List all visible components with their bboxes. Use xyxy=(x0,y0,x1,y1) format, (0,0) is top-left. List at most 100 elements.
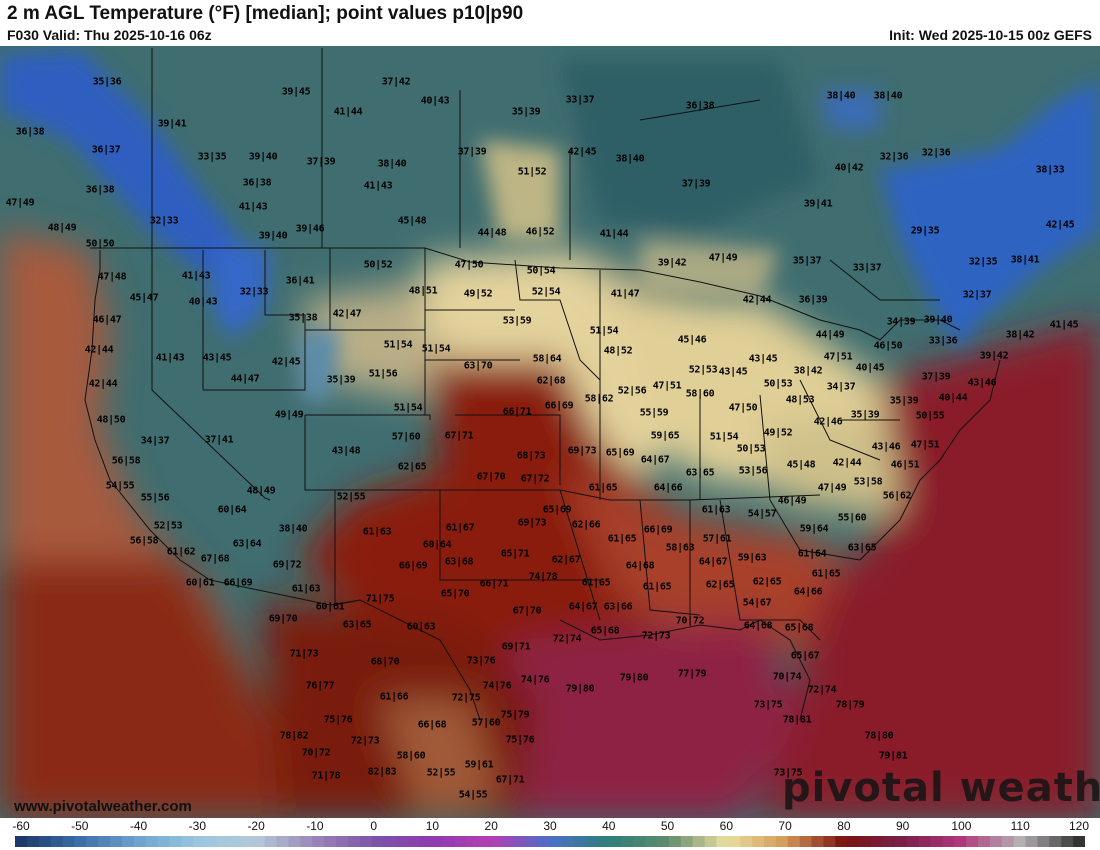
point-value: 61|65 xyxy=(588,482,618,494)
point-value: 55|56 xyxy=(140,492,170,504)
point-value: 46|47 xyxy=(92,314,122,326)
legend-color-swatch xyxy=(1037,836,1050,847)
point-value: 32|36 xyxy=(921,147,951,159)
point-value: 74|76 xyxy=(482,680,512,692)
point-value: 54|55 xyxy=(105,480,135,492)
point-value: 62|65 xyxy=(397,461,427,473)
legend-color-swatch xyxy=(86,836,99,847)
point-value: 34|37 xyxy=(826,381,856,393)
legend-color-swatch xyxy=(1025,836,1038,847)
point-value: 68|73 xyxy=(516,450,546,462)
point-value: 58|62 xyxy=(584,393,614,405)
point-value: 36|38 xyxy=(242,177,272,189)
map-header: 2 m AGL Temperature (°F) [median]; point… xyxy=(0,0,1100,46)
point-value: 35|39 xyxy=(511,106,541,118)
point-value: 46|49 xyxy=(777,495,807,507)
point-value: 40|44 xyxy=(938,392,968,404)
point-value: 39|40 xyxy=(923,314,953,326)
point-value: 52|53 xyxy=(688,364,718,376)
legend-color-swatch xyxy=(1049,836,1062,847)
point-value: 74|76 xyxy=(520,674,550,686)
legend-color-swatch xyxy=(514,836,527,847)
point-value: 43|45 xyxy=(718,366,748,378)
point-value: 42|45 xyxy=(271,356,301,368)
legend-color-swatch xyxy=(978,836,991,847)
legend-tick-label: 110 xyxy=(1010,819,1030,833)
legend-color-swatch xyxy=(110,836,123,847)
point-value: 45|47 xyxy=(129,292,159,304)
legend-color-swatch xyxy=(1073,836,1085,847)
point-value: 72|73 xyxy=(350,735,380,747)
point-value: 42|45 xyxy=(1045,219,1075,231)
legend-tick-label: -40 xyxy=(129,819,148,833)
point-value: 39|42 xyxy=(979,350,1009,362)
point-value: 41|43 xyxy=(238,201,268,213)
point-value: 49|52 xyxy=(463,288,493,300)
legend-color-swatch xyxy=(728,836,741,847)
legend-color-swatch xyxy=(835,836,848,847)
point-value: 47|49 xyxy=(5,197,35,209)
point-value: 39|40 xyxy=(258,230,288,242)
point-value: 72|74 xyxy=(807,684,837,696)
legend-tick-label: 80 xyxy=(837,819,851,833)
legend-color-swatch xyxy=(823,836,836,847)
point-value: 61|65 xyxy=(811,568,841,580)
legend-color-swatch xyxy=(276,836,289,847)
legend-tick-label: -60 xyxy=(12,819,30,833)
legend-tick-label: 10 xyxy=(425,819,440,833)
legend-color-swatch xyxy=(300,836,313,847)
point-value: 41|44 xyxy=(333,106,363,118)
legend-color-swatch xyxy=(336,836,349,847)
temperature-map[interactable]: 35|36 37|42 39|45 40|43 36|38 38|40 38|40 35|39… xyxy=(0,46,1100,818)
point-value: 32|33 xyxy=(149,215,179,227)
point-value: 53|56 xyxy=(738,465,768,477)
point-value: 50|53 xyxy=(763,378,793,390)
point-value: 59|64 xyxy=(799,523,829,535)
point-value: 46|51 xyxy=(890,459,920,471)
point-value: 49|49 xyxy=(274,409,304,421)
legend-tick-label: 20 xyxy=(484,819,498,833)
point-value: 38|40 xyxy=(826,90,856,102)
point-value: 65|69 xyxy=(605,447,635,459)
legend-tick-label: -50 xyxy=(71,819,89,833)
point-value: 42|45 xyxy=(567,146,597,158)
legend-color-swatch xyxy=(98,836,111,847)
point-value: 64|68 xyxy=(625,560,655,572)
point-value: 62|68 xyxy=(536,375,566,387)
point-value: 59|61 xyxy=(464,759,494,771)
point-value: 62|65 xyxy=(705,579,735,591)
point-value: 47|49 xyxy=(817,482,847,494)
point-value: 61|63 xyxy=(362,526,392,538)
point-value: 51|54 xyxy=(421,343,451,355)
point-value: 75|76 xyxy=(505,734,535,746)
legend-tick-label: -30 xyxy=(188,819,206,833)
point-value: 59|65 xyxy=(650,430,680,442)
legend-color-swatch xyxy=(181,836,194,847)
point-value: 39|41 xyxy=(157,118,187,130)
point-value: 34|39 xyxy=(886,316,916,328)
valid-time: F030 Valid: Thu 2025-10-16 06z xyxy=(7,27,212,43)
point-value: 50|55 xyxy=(915,410,945,422)
point-value: 32|37 xyxy=(962,289,992,301)
point-value: 46|50 xyxy=(873,340,903,352)
legend-color-swatch xyxy=(787,836,801,847)
point-value: 61|66 xyxy=(379,691,409,703)
legend-color-swatch xyxy=(526,836,539,847)
point-value: 52|54 xyxy=(531,286,561,298)
point-value: 61|65 xyxy=(642,581,672,593)
point-value: 52|53 xyxy=(153,520,183,532)
legend-color-swatch xyxy=(26,836,40,847)
point-value: 67|71 xyxy=(495,774,525,786)
point-value: 73|76 xyxy=(466,655,496,667)
legend-color-swatch xyxy=(668,836,682,847)
point-value: 71|75 xyxy=(365,593,395,605)
legend-color-swatch xyxy=(704,836,717,847)
point-value: 33|36 xyxy=(928,335,958,347)
point-value: 78|81 xyxy=(782,714,812,726)
point-value: 42|47 xyxy=(332,308,362,320)
legend-colorbar xyxy=(15,836,1085,847)
point-value: 64|66 xyxy=(653,482,683,494)
point-value: 48|50 xyxy=(96,414,126,426)
point-value: 69|70 xyxy=(268,613,298,625)
point-value: 32|33 xyxy=(239,286,269,298)
